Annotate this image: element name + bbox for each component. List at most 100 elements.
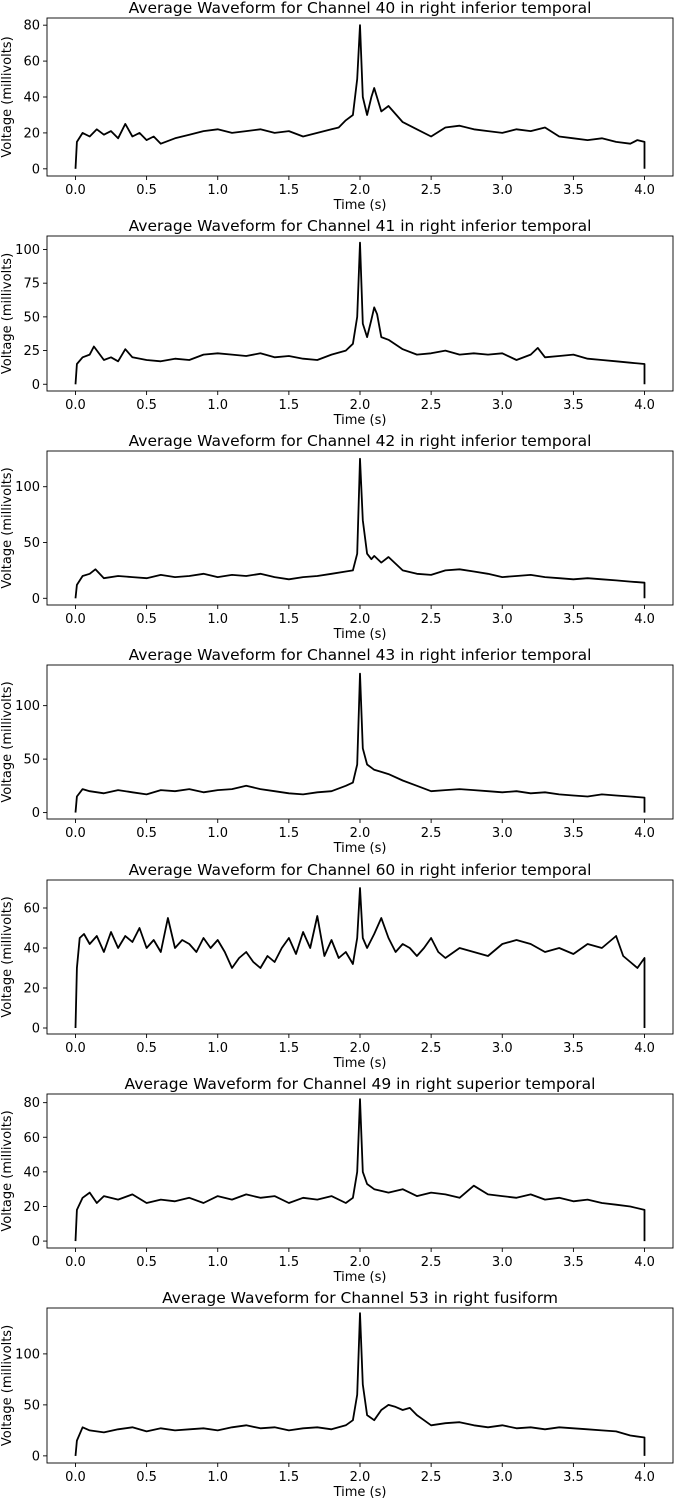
x-tick-label: 0.5 (136, 612, 157, 627)
x-tick-label: 2.0 (350, 1041, 371, 1056)
x-tick-label: 1.5 (279, 826, 300, 841)
x-tick-label: 0.0 (65, 1255, 86, 1270)
y-tick-label: 50 (23, 1398, 40, 1413)
waveform-line (74, 1312, 646, 1456)
x-axis-label: Time (s) (333, 841, 387, 856)
chart-title: Average Waveform for Channel 49 in right… (125, 1075, 596, 1093)
y-axis-label: Voltage (millivolts) (0, 36, 15, 157)
x-axis-label: Time (s) (333, 1270, 387, 1285)
x-tick-label: 1.0 (207, 826, 228, 841)
plot-frame (46, 450, 674, 606)
x-tick-label: 2.5 (421, 1470, 442, 1485)
x-tick-label: 2.0 (350, 612, 371, 627)
x-tick-label: 0.5 (136, 183, 157, 198)
x-tick-label: 4.0 (634, 1255, 655, 1270)
x-tick-label: 3.5 (563, 398, 584, 413)
x-tick-label: 3.0 (492, 1255, 513, 1270)
y-tick-label: 50 (23, 310, 40, 325)
y-tick-label: 100 (15, 699, 40, 714)
y-tick-label: 50 (23, 753, 40, 768)
x-tick-label: 3.5 (563, 826, 584, 841)
y-axis-label: Voltage (millivolts) (0, 681, 15, 802)
chart-title: Average Waveform for Channel 60 in right… (129, 861, 592, 879)
x-tick-label: 1.0 (207, 1041, 228, 1056)
plot-frame (46, 664, 674, 820)
plot-frame (46, 17, 674, 177)
x-tick-label: 0.5 (136, 826, 157, 841)
waveform-line (74, 241, 646, 385)
y-tick-label: 20 (23, 1200, 40, 1215)
x-tick-label: 0.5 (136, 1041, 157, 1056)
chart-panel-4: Average Waveform for Channel 43 in right… (0, 646, 674, 856)
y-tick-label: 40 (23, 1165, 40, 1180)
x-tick-label: 0.0 (65, 612, 86, 627)
y-tick-label: 0 (32, 1022, 40, 1037)
waveform-line (74, 887, 646, 1029)
x-axis-label: Time (s) (333, 1485, 387, 1500)
chart-title: Average Waveform for Channel 41 in right… (129, 217, 592, 235)
x-tick-label: 1.0 (207, 1255, 228, 1270)
x-tick-label: 3.5 (563, 612, 584, 627)
y-tick-label: 0 (32, 1449, 40, 1464)
x-tick-label: 1.5 (279, 612, 300, 627)
x-tick-label: 1.0 (207, 1470, 228, 1485)
y-axis-label: Voltage (millivolts) (0, 1325, 15, 1446)
x-tick-label: 2.5 (421, 826, 442, 841)
plot-frame (46, 1093, 674, 1249)
x-tick-label: 2.0 (350, 1255, 371, 1270)
chart-panel-1: Average Waveform for Channel 40 in right… (0, 0, 674, 213)
x-tick-label: 3.0 (492, 183, 513, 198)
x-tick-label: 4.0 (634, 826, 655, 841)
x-axis-label: Time (s) (333, 627, 387, 642)
y-tick-label: 60 (23, 1131, 40, 1146)
y-tick-label: 100 (15, 243, 40, 258)
chart-title: Average Waveform for Channel 43 in right… (129, 646, 592, 664)
chart-panel-5: Average Waveform for Channel 60 in right… (0, 861, 674, 1071)
x-tick-label: 3.0 (492, 1470, 513, 1485)
y-tick-label: 100 (15, 1347, 40, 1362)
chart-panel-7: Average Waveform for Channel 53 in right… (0, 1289, 674, 1500)
x-axis-label: Time (s) (333, 198, 387, 213)
y-tick-label: 0 (32, 592, 40, 607)
x-tick-label: 0.5 (136, 398, 157, 413)
waveform-line (74, 1098, 646, 1242)
x-tick-label: 1.0 (207, 398, 228, 413)
chart-title: Average Waveform for Channel 40 in right… (129, 0, 592, 17)
y-tick-label: 40 (23, 91, 40, 106)
x-tick-label: 0.5 (136, 1255, 157, 1270)
x-tick-label: 0.0 (65, 183, 86, 198)
x-tick-label: 3.5 (563, 1041, 584, 1056)
x-tick-label: 2.5 (421, 398, 442, 413)
y-tick-label: 20 (23, 126, 40, 141)
y-axis-label: Voltage (millivolts) (0, 1110, 15, 1231)
x-tick-label: 4.0 (634, 183, 655, 198)
y-tick-label: 20 (23, 982, 40, 997)
x-tick-label: 1.5 (279, 1041, 300, 1056)
x-tick-label: 2.0 (350, 398, 371, 413)
chart-panel-6: Average Waveform for Channel 49 in right… (0, 1075, 674, 1285)
y-axis-label: Voltage (millivolts) (0, 253, 15, 374)
x-tick-label: 0.0 (65, 1041, 86, 1056)
x-tick-label: 0.0 (65, 826, 86, 841)
y-tick-label: 40 (23, 942, 40, 957)
x-tick-label: 2.5 (421, 612, 442, 627)
plot-frame (46, 235, 674, 392)
x-tick-label: 0.0 (65, 1470, 86, 1485)
chart-title: Average Waveform for Channel 53 in right… (162, 1289, 558, 1307)
y-tick-label: 80 (23, 19, 40, 34)
x-tick-label: 4.0 (634, 612, 655, 627)
x-tick-label: 2.0 (350, 1470, 371, 1485)
y-tick-label: 75 (23, 277, 40, 292)
x-tick-label: 3.5 (563, 1470, 584, 1485)
chart-panel-3: Average Waveform for Channel 42 in right… (0, 432, 674, 642)
y-tick-label: 50 (23, 536, 40, 551)
waveform-line (74, 24, 646, 169)
x-tick-label: 2.5 (421, 1041, 442, 1056)
waveform-line (74, 672, 646, 813)
x-tick-label: 2.5 (421, 183, 442, 198)
y-tick-label: 100 (15, 480, 40, 495)
x-tick-label: 4.0 (634, 1041, 655, 1056)
x-tick-label: 4.0 (634, 1470, 655, 1485)
x-tick-label: 1.5 (279, 398, 300, 413)
